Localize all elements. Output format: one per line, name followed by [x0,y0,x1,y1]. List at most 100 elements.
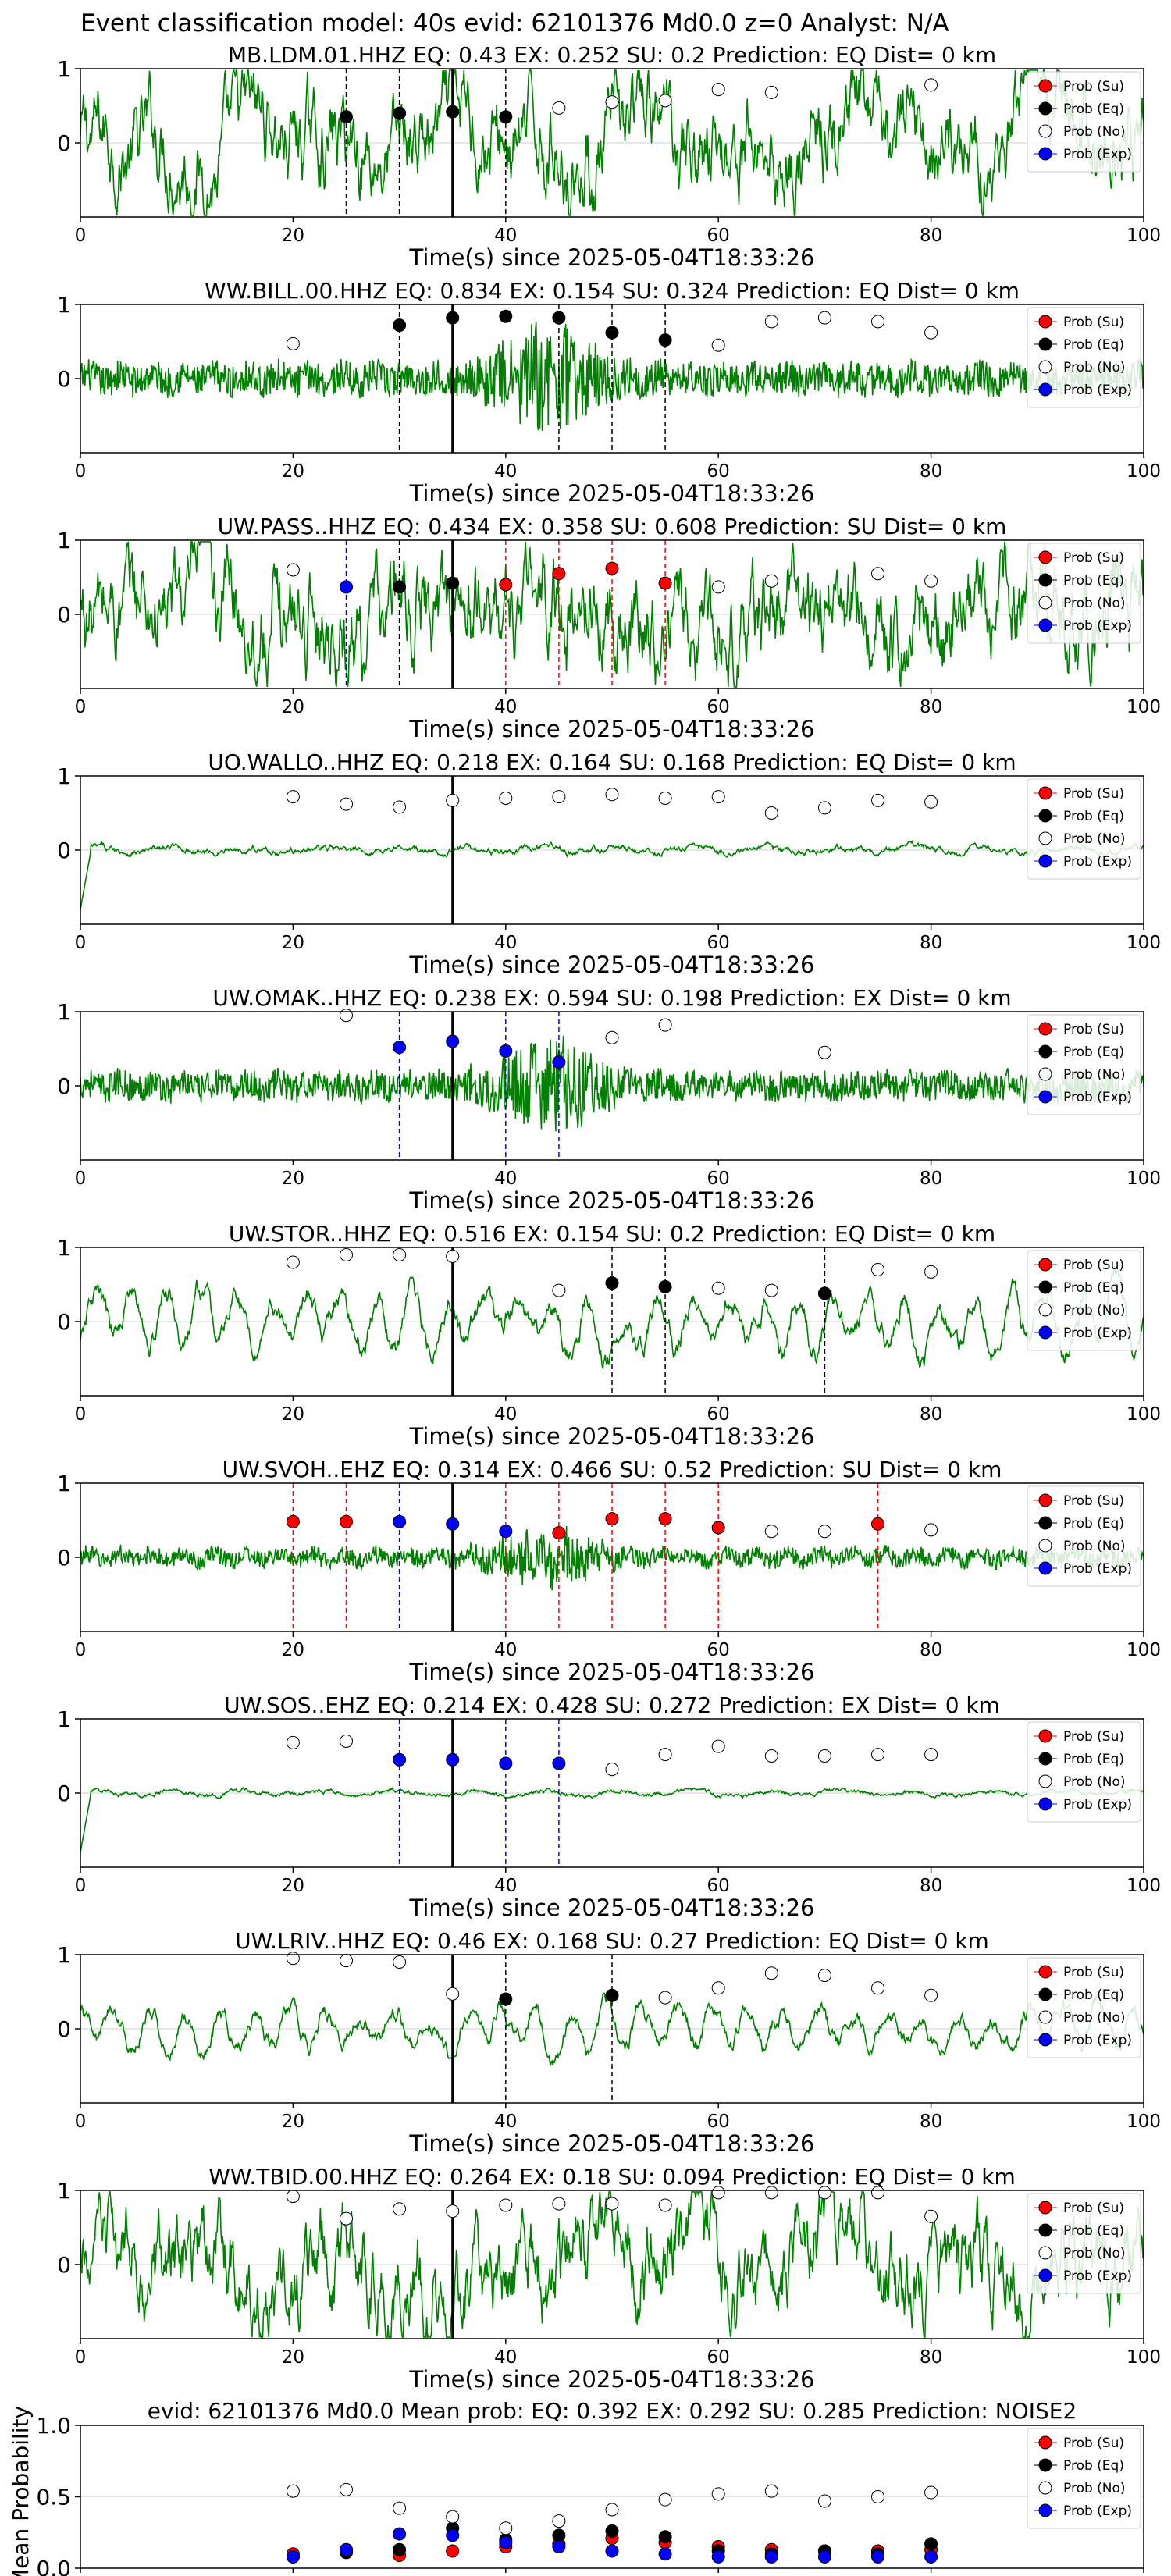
y-tick-label: 1 [57,1706,71,1732]
prob-marker [711,1739,725,1753]
legend-marker [1038,337,1052,351]
x-tick-label: 0 [75,2112,87,2132]
mean-prob-marker [499,2521,513,2535]
plot-frame [80,1247,1144,1397]
legend-label: Prob (No) [1063,1539,1126,1554]
prob-marker [871,1263,884,1276]
prob-marker [817,1749,831,1763]
y-tick-label: 0 [57,1781,71,1806]
prob-marker [817,311,831,325]
prob-marker [658,1018,672,1032]
legend-label: Prob (Eq) [1063,1752,1124,1767]
prob-marker [711,1281,725,1295]
legend-marker [1038,2458,1052,2472]
y-tick-label: 0 [57,1073,71,1099]
legend-label: Prob (Exp) [1063,1797,1132,1813]
legend-marker [1038,1539,1052,1553]
prob-marker [393,1955,407,1969]
prob-marker [658,792,672,805]
y-tick-label: 1 [57,1942,71,1968]
legend-label: Prob (Su) [1063,1729,1124,1745]
x-tick-label: 40 [494,2347,517,2368]
legend-label: Prob (Su) [1063,1493,1124,1509]
station-panel: UW.LRIV..HHZ EQ: 0.46 EX: 0.168 SU: 0.27… [57,1928,1161,2157]
prob-marker [446,1987,460,2001]
panel-title: UW.SOS..EHZ EQ: 0.214 EX: 0.428 SU: 0.27… [224,1692,1000,1718]
prob-marker [499,2198,513,2212]
plot-frame [80,304,1144,454]
mean-prob-marker [393,2542,407,2556]
prob-marker [605,1988,619,2002]
legend-marker [1038,1516,1052,1530]
plot-frame [80,539,1144,689]
panel-title: WW.BILL.00.HHZ EQ: 0.834 EX: 0.154 SU: 0… [205,278,1020,304]
prob-marker [286,336,300,350]
mean-prob-marker [711,2487,725,2501]
prob-marker [658,2198,672,2212]
legend-label: Prob (Exp) [1063,147,1132,162]
legend-label: Prob (No) [1063,124,1126,140]
legend-marker [1038,79,1052,93]
x-tick-label: 80 [920,461,942,482]
x-axis-label: Time(s) since 2025-05-04T18:33:26 [409,1895,815,1921]
legend-marker [1038,1561,1052,1575]
mean-prob-marker [924,2549,938,2564]
legend-label: Prob (No) [1063,2481,1126,2496]
x-tick-label: 100 [1127,226,1161,246]
legend-label: Prob (Eq) [1063,2223,1124,2239]
x-tick-label: 80 [920,1876,942,1896]
plot-frame [80,1718,1144,1868]
x-tick-label: 0 [75,1404,87,1425]
mean-prob-marker [658,2492,672,2507]
legend-marker [1038,1797,1052,1811]
legend-marker [1038,2481,1052,2495]
x-axis-label: Time(s) since 2025-05-04T18:33:26 [409,716,815,742]
x-tick-label: 80 [920,1640,942,1660]
prob-marker [393,1752,407,1767]
prob-marker [924,2209,938,2223]
prob-marker [286,563,300,577]
prob-marker [924,326,938,340]
prob-marker [605,1276,619,1290]
mean-prob-marker [286,2484,300,2498]
waveform-trace [80,68,1144,217]
x-tick-label: 0 [75,1169,87,1189]
prob-marker [817,1286,831,1300]
legend-box [1027,2428,1141,2529]
prob-marker [817,1525,831,1539]
legend: Prob (Su) Prob (Eq) Prob (No) Prob (Exp) [1027,2193,1141,2294]
prob-marker [711,790,725,804]
station-panels: MB.LDM.01.HHZ EQ: 0.43 EX: 0.252 SU: 0.2… [57,42,1161,2393]
legend-label: Prob (No) [1063,596,1126,611]
prob-marker [764,2186,778,2200]
legend-box [1027,1721,1141,1823]
legend-label: Prob (Su) [1063,79,1124,94]
legend-marker [1038,2033,1052,2047]
y-tick-label: 1 [57,763,71,789]
prob-marker [871,315,884,329]
legend-label: Prob (Exp) [1063,854,1132,870]
legend-label: Prob (Exp) [1063,1561,1132,1577]
legend-marker [1038,124,1052,138]
prob-marker [552,2197,566,2211]
legend-marker [1038,360,1052,374]
prob-marker [286,1735,300,1749]
prob-marker [658,1279,672,1293]
prob-marker [658,1748,672,1762]
prob-marker [605,326,619,340]
x-tick-label: 100 [1127,461,1161,482]
mean-prob-marker [605,2544,619,2558]
prob-marker [286,1255,300,1269]
panel-title: UW.STOR..HHZ EQ: 0.516 EX: 0.154 SU: 0.2… [229,1221,995,1247]
panel-title: UO.WALLO..HHZ EQ: 0.218 EX: 0.164 SU: 0.… [208,749,1016,775]
legend-label: Prob (No) [1063,831,1126,847]
x-tick-label: 20 [282,461,304,482]
legend-marker [1038,786,1052,800]
mean-prob-marker [499,2535,513,2549]
prob-marker [552,1756,566,1770]
mean-prob-marker [393,2527,407,2541]
legend-marker [1038,1987,1052,2001]
x-tick-label: 60 [707,2112,730,2132]
legend-label: Prob (Eq) [1063,1987,1124,2003]
